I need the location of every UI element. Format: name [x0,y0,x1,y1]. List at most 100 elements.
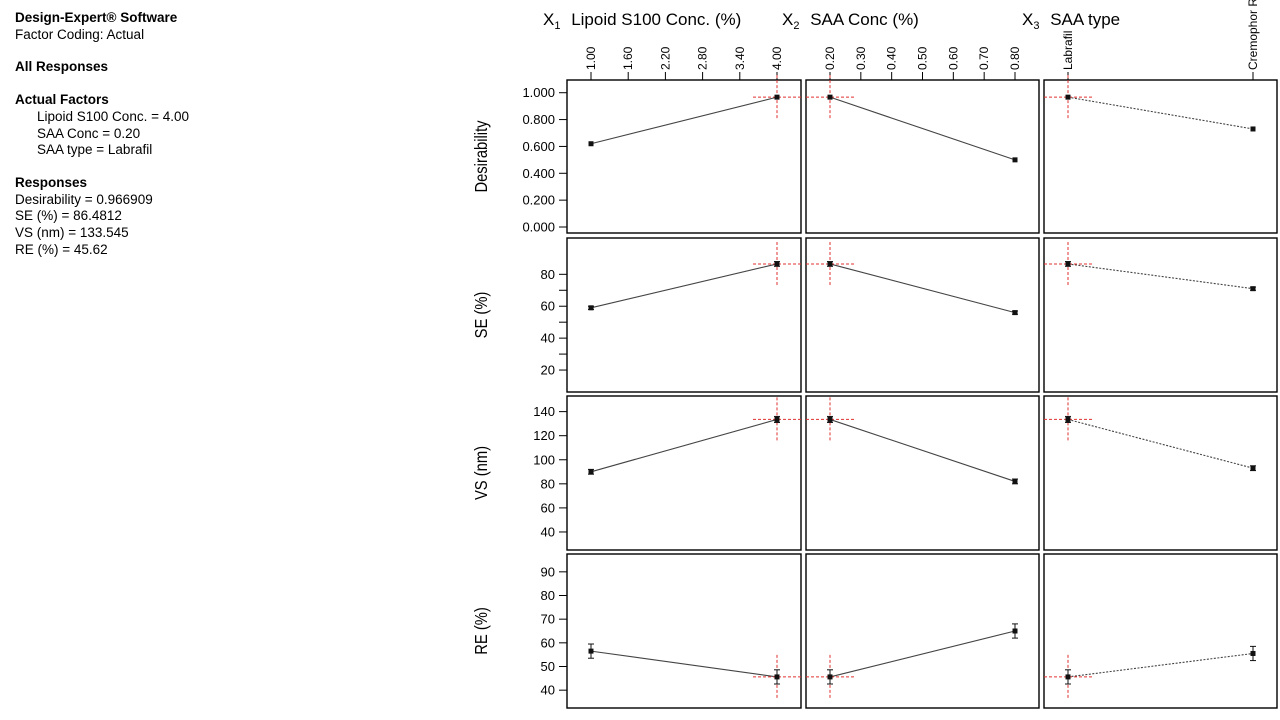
x-tick-label: 0.50 [916,46,930,70]
panel-frame [805,237,1040,393]
y-tick-label: 40 [541,683,555,698]
y-axis-label: Desirability [472,120,492,193]
y-tick-label: 90 [541,564,555,579]
series-line [1067,418,1254,469]
response-line: SE (%) = 86.4812 [15,208,122,224]
factor-line: SAA Conc = 0.20 [37,125,141,141]
y-tick-label: 100 [533,452,555,467]
x-tick-label: 1.60 [621,46,635,70]
y-tick-label: 140 [533,404,555,419]
data-point [827,94,833,100]
x-tick-label: 2.20 [658,46,672,70]
data-point [1250,126,1256,132]
x-tick-label: 0.60 [946,46,960,70]
actual-factors-heading: Actual Factors [15,92,109,108]
data-point [774,674,780,680]
panel-frame [566,237,802,393]
panel-frame [805,553,1040,709]
y-tick-label: 20 [541,363,555,378]
y-tick-label: 0.600 [522,139,555,154]
factor-header-3: X3 SAA type [1022,10,1120,32]
series-line [1067,96,1254,130]
y-axis-label: SE (%) [472,292,492,339]
data-point [1065,674,1071,680]
y-tick-label: 0.000 [522,220,555,235]
panel-frame [805,79,1040,234]
y-tick-label: 50 [541,659,555,674]
responses-heading: Responses [15,174,88,190]
data-point [588,305,594,311]
data-point [1012,157,1018,163]
panel-frame [566,553,802,709]
y-tick-label: 120 [533,428,555,443]
panel-frame [1043,395,1278,551]
x-tick-label: Labrafil [1061,31,1075,70]
data-point [588,648,594,654]
series-line [1067,652,1254,678]
x-tick-label: 4.00 [770,46,784,70]
data-point [1065,261,1071,267]
y-tick-label: 60 [541,635,555,650]
series-line [590,650,778,678]
x-tick-label: 3.40 [733,46,747,70]
data-point [1065,416,1071,422]
data-point [1012,310,1018,316]
panel-frame [1043,79,1278,234]
factor-line: Lipoid S100 Conc. = 4.00 [37,108,189,124]
y-tick-label: 40 [541,524,555,539]
data-point [588,141,594,147]
all-responses-heading: All Responses [15,59,109,75]
series-line [590,96,778,145]
response-line: RE (%) = 45.62 [15,241,108,257]
x-tick-label: 0.70 [977,46,991,70]
data-point [1250,465,1256,471]
y-tick-label: 80 [541,476,555,491]
data-point [1250,286,1256,292]
series-line [829,96,1016,161]
x-tick-label: 0.20 [823,46,837,70]
series-line [829,418,1016,482]
panel-frame [1043,237,1278,393]
data-point [827,674,833,680]
factor-header-2: X2 SAA Conc (%) [782,10,919,32]
data-point [1012,478,1018,484]
software-title: Design-Expert® Software [15,10,178,25]
panel-frame [566,395,802,551]
x-tick-label: 0.80 [1008,46,1022,70]
series-line [590,263,778,309]
y-tick-label: 1.000 [522,85,555,100]
data-point [1250,650,1256,656]
x-tick-label: Cremophor RH [1246,0,1260,70]
y-tick-label: 40 [541,331,555,346]
factor-header-1: X1 Lipoid S100 Conc. (%) [543,10,741,32]
panel-frame [1043,553,1278,709]
y-tick-label: 60 [541,500,555,515]
y-tick-label: 0.400 [522,166,555,181]
series-line [590,418,778,473]
series-line [829,263,1016,314]
info-panel: Design-Expert® Software Factor Coding: A… [15,10,189,258]
data-point [1065,94,1071,100]
series-line [1067,263,1254,290]
factor-coding: Factor Coding: Actual [15,26,145,42]
y-axis-label: RE (%) [472,607,492,654]
data-point [827,416,833,422]
y-axis-label: VS (nm) [472,446,492,500]
factor-line: SAA type = Labrafil [37,142,153,158]
y-tick-label: 70 [541,612,555,627]
y-tick-label: 80 [541,267,555,282]
panel-frame [805,395,1040,551]
response-line: Desirability = 0.966909 [15,191,153,207]
data-point [774,416,780,422]
data-point [588,469,594,475]
x-tick-label: 2.80 [696,46,710,70]
data-point [827,261,833,267]
x-tick-label: 0.40 [885,46,899,70]
x-tick-label: 1.00 [584,46,598,70]
response-line: VS (nm) = 133.545 [15,225,129,241]
x-tick-label: 0.30 [854,46,868,70]
series-line [829,630,1016,678]
panel-frame [566,79,802,234]
y-tick-label: 0.800 [522,112,555,127]
